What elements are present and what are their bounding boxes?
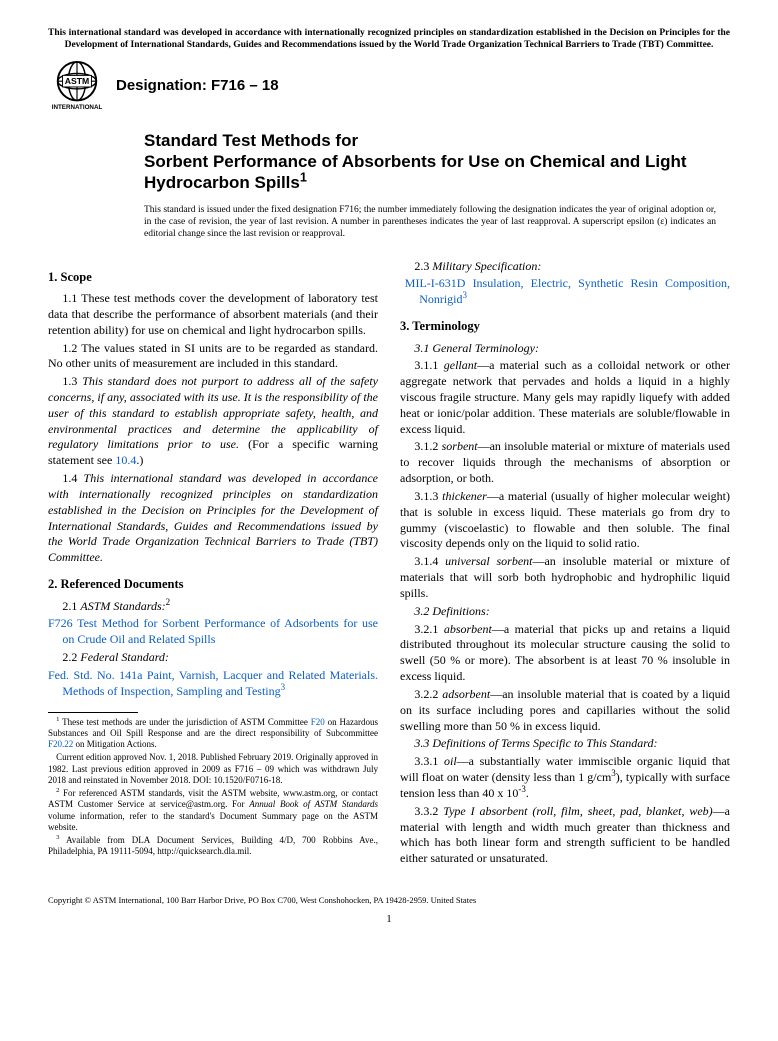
para-3-3: 3.3 Definitions of Terms Specific to Thi…: [400, 736, 730, 752]
ref-f726: F726 Test Method for Sorbent Performance…: [48, 616, 378, 648]
p23-num: 2.3: [414, 259, 432, 273]
ref-fed141a: Fed. Std. No. 141a Paint, Varnish, Lacqu…: [48, 668, 378, 700]
para-3-1-3: 3.1.3 thickener—a material (usually of h…: [400, 489, 730, 552]
columns: 1. Scope 1.1 These test methods cover th…: [48, 259, 730, 869]
p321-num: 3.2.1: [414, 622, 443, 636]
para-2-2: 2.2 Federal Standard:: [48, 650, 378, 666]
term-absorbent: absorbent: [444, 622, 492, 636]
link-f2022[interactable]: F20.22: [48, 739, 73, 749]
para-3-2-1: 3.2.1 absorbent—a material that picks up…: [400, 622, 730, 685]
footnotes: 1 These test methods are under the juris…: [48, 717, 378, 858]
para-2-3: 2.3 Military Specification:: [400, 259, 730, 275]
p14-italic: This international standard was develope…: [48, 471, 378, 564]
section-3-head: 3. Terminology: [400, 318, 730, 335]
link-mil-code[interactable]: MIL-I-631D: [405, 276, 466, 290]
p311-num: 3.1.1: [414, 358, 443, 372]
tbt-notice: This international standard was develope…: [48, 28, 730, 52]
term-adsorbent: adsorbent: [442, 687, 490, 701]
para-1-3: 1.3 This standard does not purport to ad…: [48, 374, 378, 469]
para-3-1: 3.1 General Terminology:: [400, 341, 730, 357]
mil-sup: 3: [463, 290, 468, 300]
p21-sup: 2: [166, 597, 171, 607]
title-line-1: Standard Test Methods for: [144, 130, 730, 151]
astm-logo: ASTM INTERNATIONAL: [48, 60, 106, 112]
para-2-1: 2.1 ASTM Standards:2: [48, 599, 378, 615]
designation-label: Designation: F716 – 18: [116, 77, 279, 94]
p313-num: 3.1.3: [414, 489, 442, 503]
para-3-2: 3.2 Definitions:: [400, 604, 730, 620]
term-type-i-absorbent: Type I absorbent (roll, film, sheet, pad…: [443, 804, 712, 818]
fn1-a: These test methods are under the jurisdi…: [62, 717, 311, 727]
term-universal-sorbent: universal sorbent: [445, 554, 532, 568]
svg-text:ASTM: ASTM: [65, 76, 90, 86]
term-oil: oil: [444, 754, 457, 768]
para-1-1: 1.1 These test methods cover the develop…: [48, 291, 378, 338]
issuance-note: This standard is issued under the fixed …: [144, 204, 730, 241]
p14-num: 1.4: [62, 471, 83, 485]
title-line-2: Sorbent Performance of Absorbents for Us…: [144, 151, 730, 194]
p322-num: 3.2.2: [414, 687, 442, 701]
footnote-1b: Current edition approved Nov. 1, 2018. P…: [48, 752, 378, 786]
footnote-3: 3 Available from DLA Document Services, …: [48, 835, 378, 858]
fn2-i: Annual Book of ASTM Standards: [249, 799, 378, 809]
title-text: Sorbent Performance of Absorbents for Us…: [144, 152, 687, 192]
p22-num: 2.2: [62, 650, 80, 664]
page-container: This international standard was develope…: [0, 0, 778, 965]
p23-label: Military Specification:: [432, 259, 541, 273]
p21-num: 2.1: [62, 599, 80, 613]
term-gellant: gellant: [444, 358, 477, 372]
para-3-3-1: 3.3.1 oil—a substantially water immiscib…: [400, 754, 730, 801]
fed-sup: 3: [281, 682, 286, 692]
para-3-1-4: 3.1.4 universal sorbent—an insoluble mat…: [400, 554, 730, 601]
fn1-c: on Mitigation Actions.: [73, 739, 157, 749]
header-row: ASTM INTERNATIONAL Designation: F716 – 1…: [48, 60, 730, 112]
para-3-1-1: 3.1.1 gellant—a material such as a collo…: [400, 358, 730, 437]
footnote-2: 2 For referenced ASTM standards, visit t…: [48, 788, 378, 833]
link-f20[interactable]: F20: [311, 717, 325, 727]
p13-num: 1.3: [62, 374, 82, 388]
left-column: 1. Scope 1.1 These test methods cover th…: [48, 259, 378, 869]
p22-label: Federal Standard:: [80, 650, 169, 664]
link-f726-code[interactable]: F726: [48, 616, 73, 630]
title-block: Standard Test Methods for Sorbent Perfor…: [144, 130, 730, 194]
para-3-1-2: 3.1.2 sorbent—an insoluble material or m…: [400, 439, 730, 486]
para-3-2-2: 3.2.2 adsorbent—an insoluble material th…: [400, 687, 730, 734]
fn2-b: volume information, refer to the standar…: [48, 811, 378, 832]
p331-sup2: -3: [518, 784, 526, 794]
term-sorbent: sorbent: [442, 439, 478, 453]
footnote-rule: [48, 712, 138, 713]
footnote-1: 1 These test methods are under the juris…: [48, 717, 378, 751]
p314-num: 3.1.4: [414, 554, 445, 568]
term-thickener: thickener: [442, 489, 487, 503]
svg-text:INTERNATIONAL: INTERNATIONAL: [52, 104, 103, 111]
link-10-4[interactable]: 10.4: [115, 453, 136, 467]
para-1-4: 1.4 This international standard was deve…: [48, 471, 378, 566]
link-fed-code[interactable]: Fed. Std. No. 141a: [48, 668, 142, 682]
p13-tail2: .): [136, 453, 143, 467]
ref-mil: MIL-I-631D Insulation, Electric, Synthet…: [400, 276, 730, 308]
p312-num: 3.1.2: [414, 439, 441, 453]
fn3: Available from DLA Document Services, Bu…: [48, 835, 378, 856]
para-1-2: 1.2 The values stated in SI units are to…: [48, 341, 378, 373]
p331-num: 3.3.1: [414, 754, 444, 768]
p21-label: ASTM Standards:: [80, 599, 165, 613]
right-column: 2.3 Military Specification: MIL-I-631D I…: [400, 259, 730, 869]
title-sup: 1: [300, 170, 307, 185]
para-3-3-2: 3.3.2 Type I absorbent (roll, film, shee…: [400, 804, 730, 867]
page-number: 1: [48, 913, 730, 925]
copyright-line: Copyright © ASTM International, 100 Barr…: [48, 895, 730, 905]
section-2-head: 2. Referenced Documents: [48, 576, 378, 593]
link-f726-title[interactable]: Test Method for Sorbent Performance of A…: [62, 616, 378, 646]
p331-def-c: .: [526, 786, 529, 800]
section-1-head: 1. Scope: [48, 269, 378, 286]
p332-num: 3.3.2: [414, 804, 443, 818]
